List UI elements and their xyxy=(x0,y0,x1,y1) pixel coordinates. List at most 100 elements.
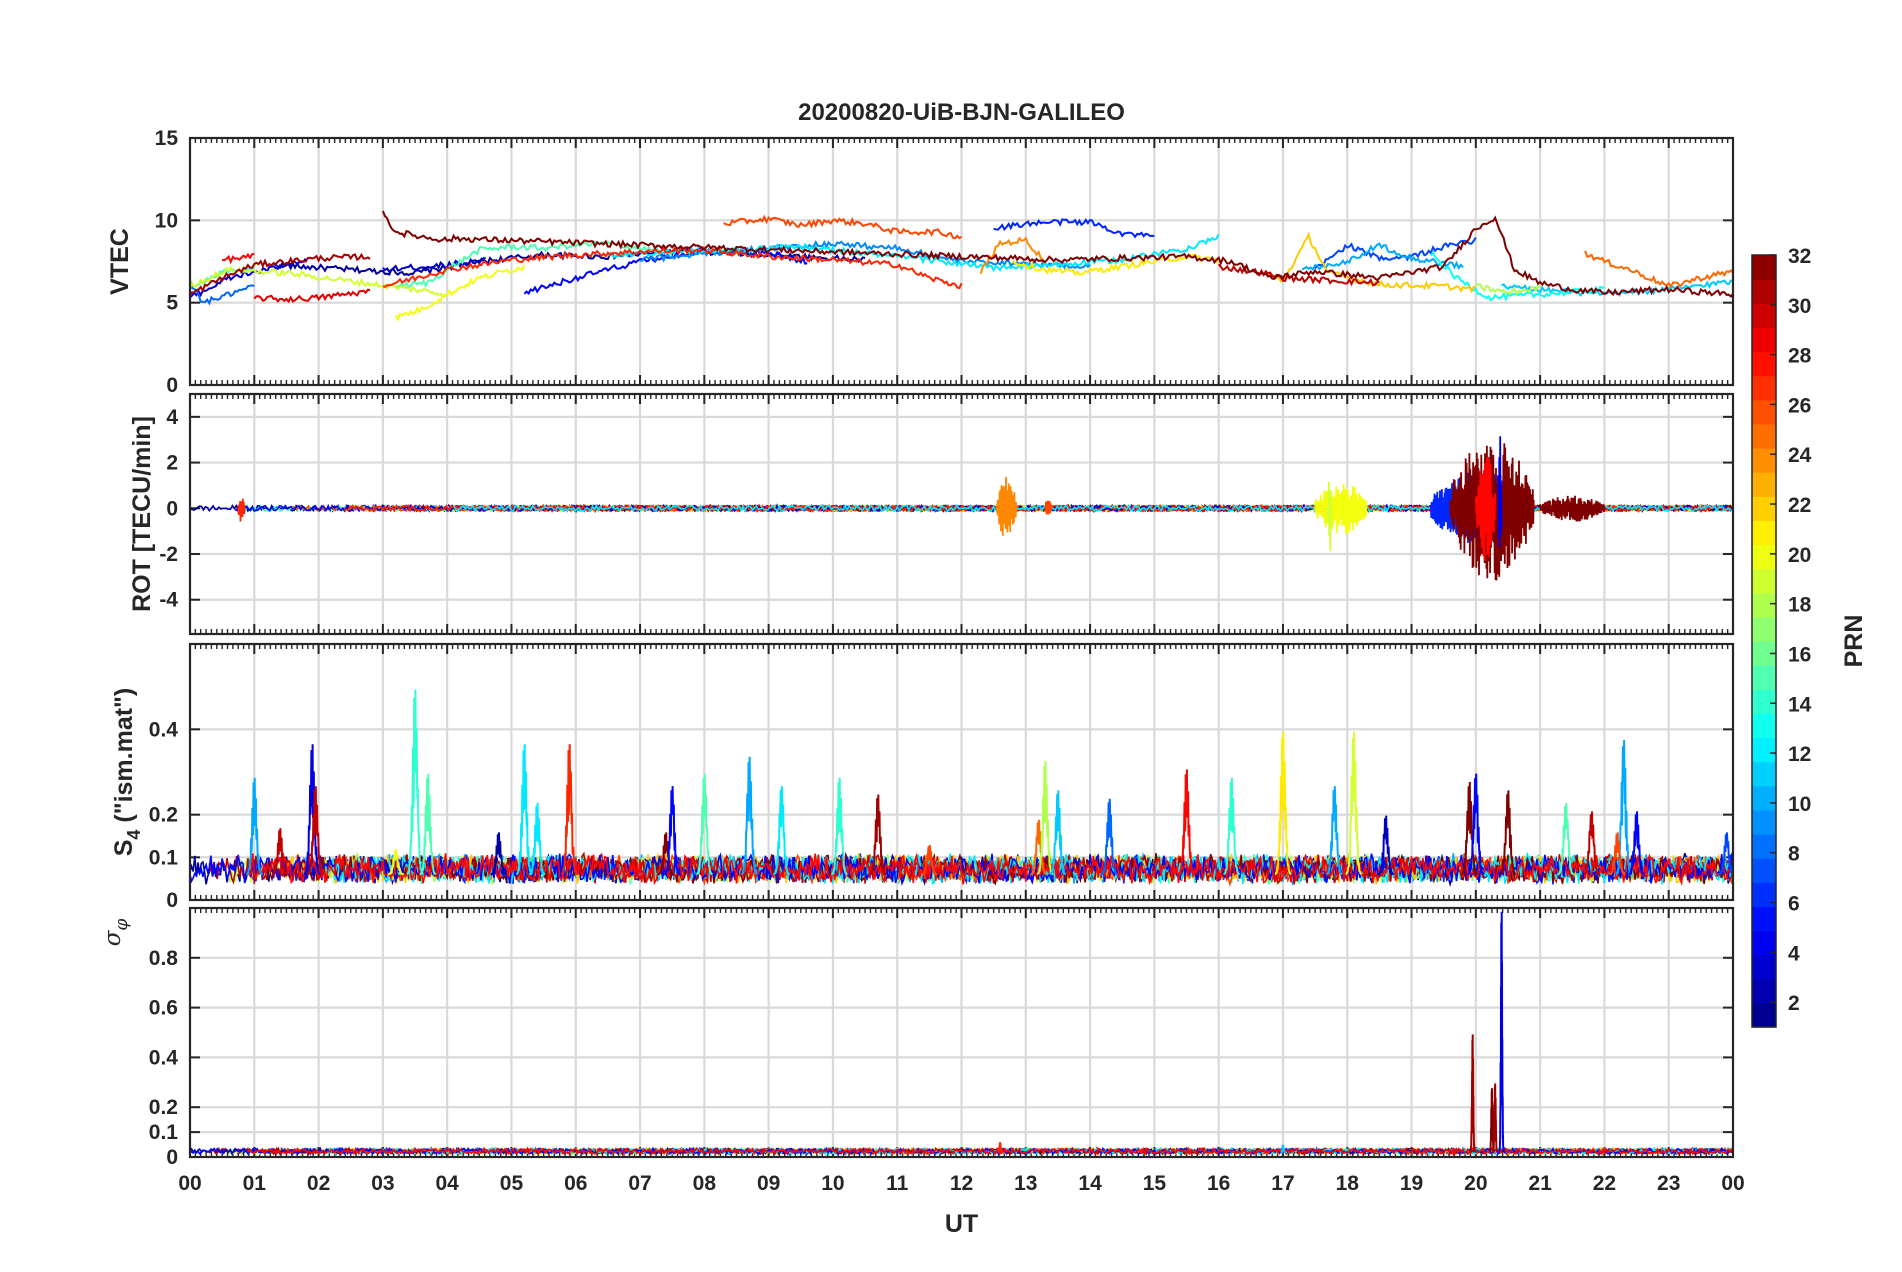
colorbar-band xyxy=(1752,689,1776,714)
y-axis-label: VTEC xyxy=(106,228,134,295)
colorbar-band xyxy=(1752,423,1776,449)
x-tick-label: 08 xyxy=(693,1172,717,1195)
s4-peak-prn-5 xyxy=(1467,773,1485,876)
sigma_phi-series-prn-28 xyxy=(247,1146,1733,1157)
x-tick-label: 13 xyxy=(1014,1172,1037,1195)
s4-peak-prn-31 xyxy=(869,794,887,876)
vtec-series-prn-18 xyxy=(1475,282,1541,297)
vtec-series-prn-6 xyxy=(993,218,1155,239)
s4-peak-prn-32 xyxy=(657,832,675,876)
colorbar-band xyxy=(1752,761,1776,787)
vtec-series-prn-19 xyxy=(190,265,448,299)
colorbar-band xyxy=(1752,544,1776,570)
y-tick-label: 0.8 xyxy=(149,947,179,970)
colorbar-tick-label: 10 xyxy=(1788,793,1811,816)
s4-peak-prn-26 xyxy=(921,844,938,876)
colorbar-band xyxy=(1752,906,1776,932)
s4-peak-prn-12 xyxy=(773,786,790,876)
colorbar-tick-label: 26 xyxy=(1788,394,1811,417)
x-tick-label: 19 xyxy=(1400,1172,1423,1195)
colorbar-band xyxy=(1752,1002,1776,1028)
y-tick-label: 0.1 xyxy=(149,1121,179,1144)
rot-burst-prn-26 xyxy=(1044,500,1053,515)
y-axis-label: S4 ("ism.mat") xyxy=(110,688,144,857)
colorbar-band xyxy=(1752,279,1776,304)
y-axis-label: σφ xyxy=(100,919,132,947)
colorbar-tick-label: 12 xyxy=(1788,743,1811,766)
colorbar-band xyxy=(1752,472,1776,497)
colorbar-tick-label: 8 xyxy=(1788,843,1800,866)
colorbar-band xyxy=(1752,665,1776,690)
panel-frame xyxy=(188,392,1735,636)
x-tick-label: 04 xyxy=(435,1172,459,1195)
y-axis-label: ROT [TECU/min] xyxy=(128,416,156,612)
y-tick-label: 0.6 xyxy=(149,997,178,1020)
y-tick-label: 0 xyxy=(166,497,178,520)
s4-peak-prn-10 xyxy=(741,756,758,876)
x-tick-label: 00 xyxy=(1721,1172,1744,1195)
s4-peak-prn-3 xyxy=(1377,815,1395,876)
y-tick-label: -4 xyxy=(159,589,178,612)
y-tick-label: 15 xyxy=(155,127,179,150)
colorbar-tick-label: 22 xyxy=(1788,494,1811,517)
x-tick-label: 07 xyxy=(628,1172,651,1195)
colorbar-tick-label: 20 xyxy=(1788,544,1811,567)
colorbar-band xyxy=(1752,616,1776,642)
vtec-series-prn-4 xyxy=(190,258,307,299)
s4-peak-prn-18 xyxy=(1036,760,1054,876)
sigma_phi-peak-prn-4 xyxy=(1498,911,1505,1154)
vtec-series-prn-8 xyxy=(190,280,255,306)
colorbar-band xyxy=(1752,834,1776,859)
vtec-series-prn-26 xyxy=(723,214,963,240)
rot-burst-prn-19 xyxy=(1327,481,1333,552)
colorbar-band xyxy=(1752,930,1776,956)
vtec-series-prn-29 xyxy=(253,288,371,304)
colorbar-band xyxy=(1752,399,1776,425)
vtec-series-prn-13 xyxy=(1429,250,1605,302)
s4-peak-prn-26 xyxy=(1609,832,1626,876)
x-tick-label: 12 xyxy=(950,1172,973,1195)
colorbar-band xyxy=(1752,737,1776,763)
colorbar-band xyxy=(1752,255,1776,280)
x-tick-label: 06 xyxy=(564,1172,587,1195)
colorbar-band xyxy=(1752,303,1776,328)
x-tick-label: 15 xyxy=(1143,1172,1167,1195)
chart-title: 20200820-UiB-BJN-GALILEO xyxy=(798,99,1125,126)
x-tick-label: 23 xyxy=(1657,1172,1680,1195)
s4-peak-prn-15 xyxy=(696,773,713,876)
y-axis-label-s: S xyxy=(110,840,138,857)
s4-peak-prn-19 xyxy=(1345,731,1363,876)
colorbar-frame xyxy=(1751,254,1777,1028)
y-tick-label: 0.4 xyxy=(149,1046,179,1069)
s4-peak-prn-5 xyxy=(1628,811,1645,876)
panel-data xyxy=(190,436,1733,581)
colorbar-label: PRN xyxy=(1840,615,1868,668)
rot-burst-prn-32 xyxy=(1539,495,1606,522)
colorbar-tick-label: 16 xyxy=(1788,643,1811,666)
panel-s4: 00.10.20.4S4 ("ism.mat") xyxy=(110,642,1735,912)
vtec-series-prn-20 xyxy=(394,264,526,322)
panel-frame xyxy=(188,136,1735,387)
rot-burst-prn-24 xyxy=(996,476,1017,536)
colorbar-band xyxy=(1752,496,1776,521)
y-tick-label: -2 xyxy=(159,543,178,566)
x-tick-label: 14 xyxy=(1078,1172,1102,1195)
s4-peak-prn-10 xyxy=(1326,786,1343,876)
s4-peak-prn-32 xyxy=(1499,790,1517,876)
x-tick-label: 16 xyxy=(1207,1172,1230,1195)
rot-burst-prn-28 xyxy=(1474,456,1496,561)
colorbar-band xyxy=(1752,713,1776,739)
y-tick-label: 0.1 xyxy=(149,846,179,869)
y-tick-label: 0.2 xyxy=(149,1096,178,1119)
s4-peak-prn-15 xyxy=(1557,802,1575,876)
colorbar-band xyxy=(1752,375,1776,401)
x-tick-label: 05 xyxy=(500,1172,524,1195)
panel-frame xyxy=(188,906,1735,1159)
s4-peak-prn-25 xyxy=(1030,819,1047,876)
vtec-series-prn-31 xyxy=(190,252,371,296)
vtec-series-prn-32 xyxy=(381,210,1733,298)
panel-data xyxy=(190,689,1733,888)
vtec-series-prn-25 xyxy=(1584,250,1733,289)
s4-peak-prn-4 xyxy=(303,744,321,876)
